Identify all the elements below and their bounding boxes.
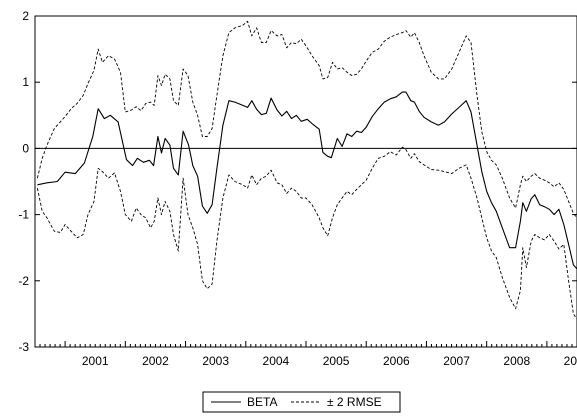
y-tick-label: 2 [22, 9, 29, 23]
y-tick-label: -3 [18, 340, 29, 354]
y-tick-label: -1 [18, 208, 29, 222]
x-tick-label: 2001 [82, 354, 109, 368]
beta-line [37, 91, 577, 270]
x-tick-label: 2004 [263, 354, 290, 368]
x-tick-label: 2003 [202, 354, 229, 368]
axes-layer: -3 -2 -1 0 1 2 2001 2002 2003 2004 2005 2006 2007 200… [18, 9, 577, 368]
legend-label-rmse: ± 2 RMSE [327, 395, 382, 409]
y-tick-label: 1 [22, 75, 29, 89]
x-tick-label: 2007 [443, 354, 470, 368]
x-tick-label: 2005 [323, 354, 350, 368]
x-tick-label: 2008 [503, 354, 530, 368]
x-tick-label: 2002 [142, 354, 169, 368]
legend: BETA ± 2 RMSE [202, 391, 401, 413]
rmse-lower-band-line [36, 146, 577, 320]
legend-label-beta: BETA [247, 395, 277, 409]
x-tick-label: 2009 [564, 354, 577, 368]
y-tick-label: -2 [18, 274, 29, 288]
x-tick-label: 2006 [383, 354, 410, 368]
series-layer [36, 20, 577, 320]
y-tick-label: 0 [22, 141, 29, 155]
plot-frame [34, 15, 577, 348]
